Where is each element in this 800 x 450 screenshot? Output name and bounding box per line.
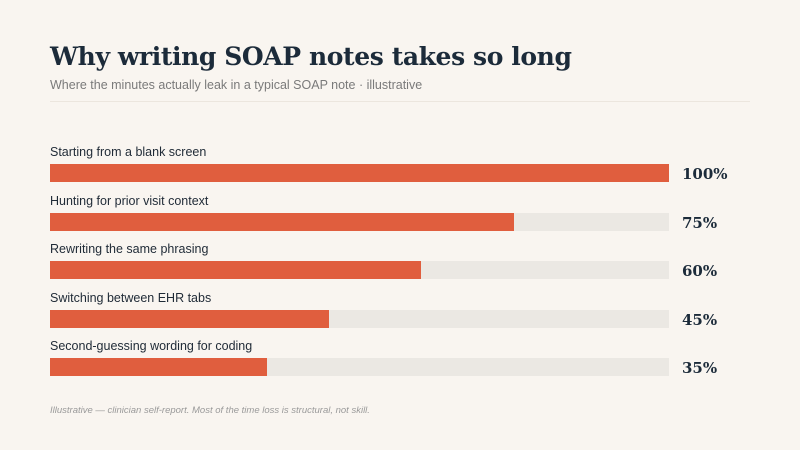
bar-track [50, 309, 669, 328]
bar-label: Switching between EHR tabs [50, 290, 212, 305]
chart-subtitle: Where the minutes actually leak in a typ… [50, 78, 423, 92]
footnote: Illustrative — clinician self-report. Mo… [50, 405, 370, 416]
bar-label: Starting from a blank screen [50, 145, 207, 159]
bar-label: Second-guessing wording for coding [50, 339, 253, 353]
bar-track [50, 164, 669, 182]
bar-value-label: 75% [682, 213, 718, 232]
bar [50, 261, 422, 279]
bar-row: Switching between EHR tabs 45% [50, 291, 750, 331]
bar-label: Hunting for prior visit context [50, 193, 209, 208]
bar [50, 309, 329, 328]
bar-value-label: 60% [682, 262, 718, 280]
bar-track [50, 212, 669, 231]
bar [50, 212, 515, 231]
header-divider [50, 101, 750, 102]
bar-row: Starting from a blank screen 100% [50, 145, 750, 185]
bar [50, 164, 669, 182]
bar-row: Rewriting the same phrasing 60% [50, 242, 750, 282]
bar-value-label: 45% [682, 310, 718, 329]
bar-track [50, 261, 669, 279]
bar-row: Second-guessing wording for coding 35% [50, 339, 750, 379]
bar-label: Rewriting the same phrasing [50, 242, 209, 256]
bar-track [50, 358, 669, 376]
bar-value-label: 100% [682, 165, 728, 183]
bar-row: Hunting for prior visit context 75% [50, 194, 750, 234]
chart-title: Why writing SOAP notes takes so long [50, 42, 572, 71]
bar [50, 358, 267, 376]
bar-value-label: 35% [682, 359, 718, 377]
